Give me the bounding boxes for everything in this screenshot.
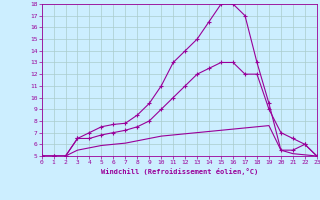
X-axis label: Windchill (Refroidissement éolien,°C): Windchill (Refroidissement éolien,°C) xyxy=(100,168,258,175)
